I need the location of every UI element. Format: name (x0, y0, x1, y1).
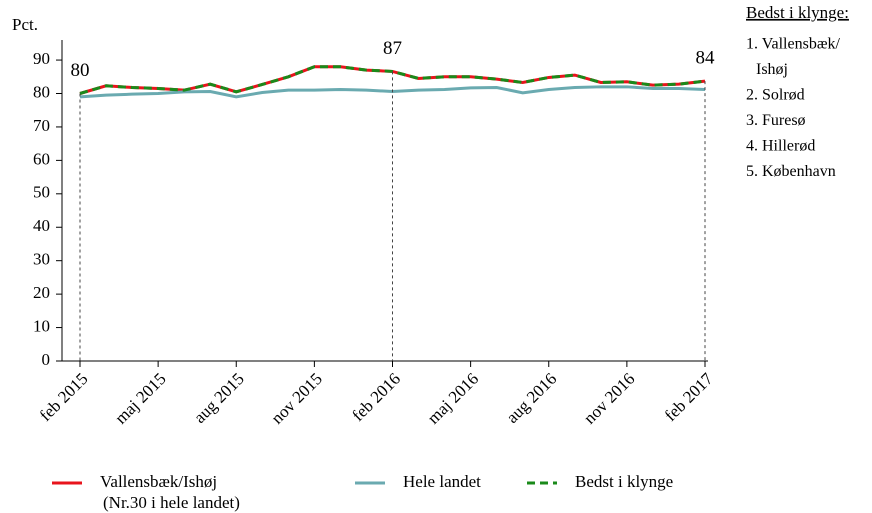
x-tick-label: nov 2016 (580, 369, 639, 428)
ranking-item: 3. Furesø (746, 112, 806, 129)
ranking-item: 4. Hillerød (746, 138, 815, 155)
y-tick-label: 40 (33, 216, 50, 235)
y-tick-label: 0 (42, 350, 51, 369)
ranking-item: 5. København (746, 163, 836, 180)
x-tick-label: feb 2016 (348, 369, 404, 425)
ranking-item: Ishøj (756, 61, 788, 78)
legend-note: (Nr.30 i hele landet) (103, 493, 240, 512)
ranking-item: 1. Vallensbæk/ (746, 36, 840, 53)
y-axis-label: Pct. (12, 15, 38, 34)
y-tick-label: 60 (33, 149, 50, 168)
data-label: 80 (71, 60, 90, 81)
legend-label: Hele landet (403, 472, 481, 491)
y-tick-label: 20 (33, 283, 50, 302)
ranking-title: Bedst i klynge: (746, 3, 849, 22)
y-tick-label: 70 (33, 116, 50, 135)
x-tick-label: maj 2015 (111, 369, 170, 428)
x-tick-label: feb 2015 (36, 369, 92, 425)
x-tick-label: feb 2017 (661, 369, 717, 425)
ranking-item: 2. Solrød (746, 87, 805, 104)
y-tick-label: 90 (33, 49, 50, 68)
x-tick-label: aug 2015 (190, 369, 248, 427)
legend-label: Vallensbæk/Ishøj (100, 472, 217, 491)
y-tick-label: 80 (33, 82, 50, 101)
y-tick-label: 50 (33, 183, 50, 202)
x-tick-label: aug 2016 (503, 369, 561, 427)
y-tick-label: 10 (33, 316, 50, 335)
legend-label: Bedst i klynge (575, 472, 673, 491)
data-label: 87 (383, 38, 402, 59)
data-label: 84 (696, 47, 716, 68)
y-tick-label: 30 (33, 250, 50, 269)
x-tick-label: maj 2016 (424, 369, 483, 428)
x-tick-label: nov 2015 (267, 369, 326, 428)
